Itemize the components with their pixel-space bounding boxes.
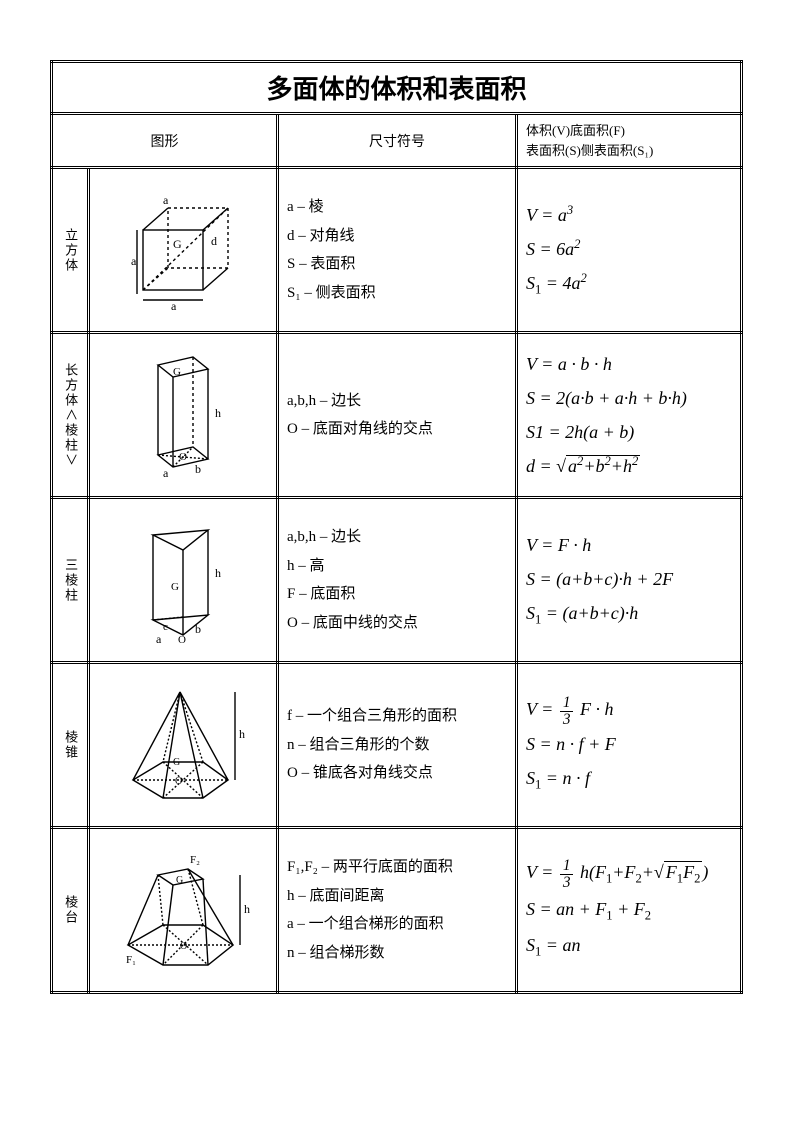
formula-triprism: V = F · hS = (a+b+c)·h + 2FS1 = (a+b+c)·… — [517, 498, 742, 663]
svg-text:a: a — [163, 466, 169, 480]
symbols-triprism: a,b,h – 边长 h – 高 F – 底面积 O – 底面中线的交点 — [278, 498, 517, 663]
sym-line: O – 锥底各对角线交点 — [287, 759, 507, 788]
shape-pyramid: G O h — [89, 663, 278, 828]
sym-line: S – 表面积 — [287, 250, 507, 279]
sym-line: f – 一个组合三角形的面积 — [287, 702, 507, 731]
row-name-pyramid: 棱锥 — [52, 663, 89, 828]
svg-text:h: h — [215, 406, 221, 420]
symbols-cuboid: a,b,h – 边长 O – 底面对角线的交点 — [278, 333, 517, 498]
table-row: 棱台 G O F₂ — [52, 828, 742, 993]
sym-line: d – 对角线 — [287, 222, 507, 251]
svg-text:O: O — [180, 941, 187, 952]
svg-text:h: h — [244, 902, 250, 916]
svg-text:G: G — [173, 366, 181, 378]
sym-line: S₁ – 侧表面积 — [287, 279, 507, 308]
sym-line: n – 组合梯形数 — [287, 939, 507, 968]
row-name-triprism: 三棱柱 — [52, 498, 89, 663]
svg-text:a: a — [163, 193, 169, 207]
table-row: 三棱柱 G h c a O b a,b,h – 边长 — [52, 498, 742, 663]
shape-triprism: G h c a O b — [89, 498, 278, 663]
sym-line: F₁,F₂ – 两平行底面的面积 — [287, 853, 507, 882]
svg-text:G: G — [171, 581, 179, 593]
svg-text:d: d — [211, 234, 217, 248]
formula-cube: V = a3S = 6a2S1 = 4a2 — [517, 168, 742, 333]
sym-line: O – 底面中线的交点 — [287, 609, 507, 638]
sym-line: a,b,h – 边长 — [287, 523, 507, 552]
header-formula-l2: 表面积(S)侧表面积(S₁) — [526, 143, 653, 158]
svg-text:b: b — [195, 462, 201, 476]
row-name-frustum: 棱台 — [52, 828, 89, 993]
svg-text:G: G — [176, 875, 183, 886]
sym-line: n – 组合三角形的个数 — [287, 731, 507, 760]
page: 多面体的体积和表面积 图形 尺寸符号 体积(V)底面积(F) 表面积(S)侧表面… — [0, 0, 793, 1054]
svg-text:O: O — [175, 776, 182, 787]
polyhedra-table: 多面体的体积和表面积 图形 尺寸符号 体积(V)底面积(F) 表面积(S)侧表面… — [50, 60, 743, 994]
row-name-cuboid: 长方体∧棱柱∨ — [52, 333, 89, 498]
row-name-cube: 立方体 — [52, 168, 89, 333]
formula-cuboid: V = a · b · hS = 2(a·b + a·h + b·h)S1 = … — [517, 333, 742, 498]
svg-text:b: b — [195, 622, 201, 636]
cuboid-icon: G O h a b — [123, 345, 243, 485]
formula-pyramid: V = 13 F · hS = n · f + FS1 = n · f — [517, 663, 742, 828]
svg-text:h: h — [239, 727, 245, 741]
svg-text:c: c — [163, 621, 168, 633]
frustum-icon: G O F₂ F₁ h — [108, 845, 258, 975]
svg-text:O: O — [179, 451, 187, 463]
symbols-frustum: F₁,F₂ – 两平行底面的面积 h – 底面间距离 a – 一个组合梯形的面积… — [278, 828, 517, 993]
pyramid-icon: G O h — [113, 680, 253, 810]
sym-line: O – 底面对角线的交点 — [287, 415, 507, 444]
table-title: 多面体的体积和表面积 — [52, 62, 742, 114]
header-shape: 图形 — [52, 114, 278, 168]
sym-line: a – 棱 — [287, 193, 507, 222]
header-formula-l1: 体积(V)底面积(F) — [526, 123, 625, 138]
shape-frustum: G O F₂ F₁ h — [89, 828, 278, 993]
header-symbol: 尺寸符号 — [278, 114, 517, 168]
triprism-icon: G h c a O b — [123, 515, 243, 645]
sym-line: h – 底面间距离 — [287, 882, 507, 911]
svg-text:O: O — [178, 634, 186, 645]
svg-text:G: G — [173, 237, 182, 251]
header-formula: 体积(V)底面积(F) 表面积(S)侧表面积(S₁) — [517, 114, 742, 168]
sym-line: a,b,h – 边长 — [287, 387, 507, 416]
table-row: 长方体∧棱柱∨ G O h a b a — [52, 333, 742, 498]
svg-text:a: a — [131, 254, 137, 268]
table-row: 立方体 G a a d a — [52, 168, 742, 333]
svg-text:h: h — [215, 566, 221, 580]
table-row: 棱锥 G O h — [52, 663, 742, 828]
formula-frustum: V = 13 h(F1+F2+F1F2)S = an + F1 + F2S1 =… — [517, 828, 742, 993]
svg-text:F₁: F₁ — [126, 954, 136, 966]
sym-line: h – 高 — [287, 552, 507, 581]
svg-text:a: a — [171, 299, 177, 310]
sym-line: a – 一个组合梯形的面积 — [287, 910, 507, 939]
svg-text:a: a — [156, 632, 162, 645]
svg-text:G: G — [173, 757, 180, 768]
shape-cube: G a a d a — [89, 168, 278, 333]
symbols-pyramid: f – 一个组合三角形的面积 n – 组合三角形的个数 O – 锥底各对角线交点 — [278, 663, 517, 828]
cube-icon: G a a d a — [113, 190, 253, 310]
sym-line: F – 底面积 — [287, 580, 507, 609]
svg-text:F₂: F₂ — [190, 854, 200, 866]
symbols-cube: a – 棱 d – 对角线 S – 表面积 S₁ – 侧表面积 — [278, 168, 517, 333]
shape-cuboid: G O h a b — [89, 333, 278, 498]
